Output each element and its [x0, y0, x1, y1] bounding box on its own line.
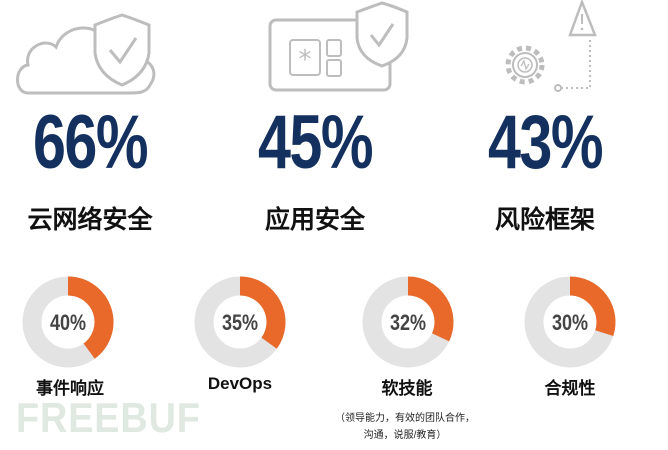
watermark-logo: FREEBUF — [16, 394, 201, 441]
donut-value-label: 30% — [552, 311, 588, 335]
donut-charts: 40% 35% 32% 30% — [22, 276, 616, 368]
stat-label-risk: 风险框架 — [494, 206, 595, 234]
stat-label-app: 应用安全 — [264, 206, 365, 234]
donut-slice — [407, 276, 454, 342]
donut-slice — [239, 276, 286, 349]
soft-skills-note-line1: （领导能力，有效的团队合作， — [335, 413, 475, 424]
donut-label-incident: 事件响应 — [36, 379, 104, 398]
donut-slice — [569, 276, 616, 337]
stat-label-cloud: 云网络安全 — [27, 206, 153, 234]
donut-value-label: 32% — [390, 311, 426, 335]
soft-skills-note-line2: 沟通，说服/教育） — [363, 430, 447, 441]
donut-label-soft-skills: 软技能 — [381, 379, 433, 398]
stat-value-risk: 43% — [488, 100, 604, 185]
gear-warning-icon — [505, 0, 597, 92]
donut-value-label: 35% — [222, 311, 258, 335]
stat-value-app: 45% — [258, 100, 374, 185]
stat-value-cloud: 66% — [33, 100, 149, 185]
donut-label-devops: DevOps — [207, 374, 273, 393]
donut-slice — [67, 276, 114, 359]
donut-value-label: 40% — [50, 311, 86, 335]
donut-label-compliance: 合规性 — [544, 379, 596, 398]
svg-text:*: * — [299, 45, 312, 75]
app-shield-icon: * — [268, 1, 409, 92]
cloud-shield-icon — [16, 13, 156, 95]
